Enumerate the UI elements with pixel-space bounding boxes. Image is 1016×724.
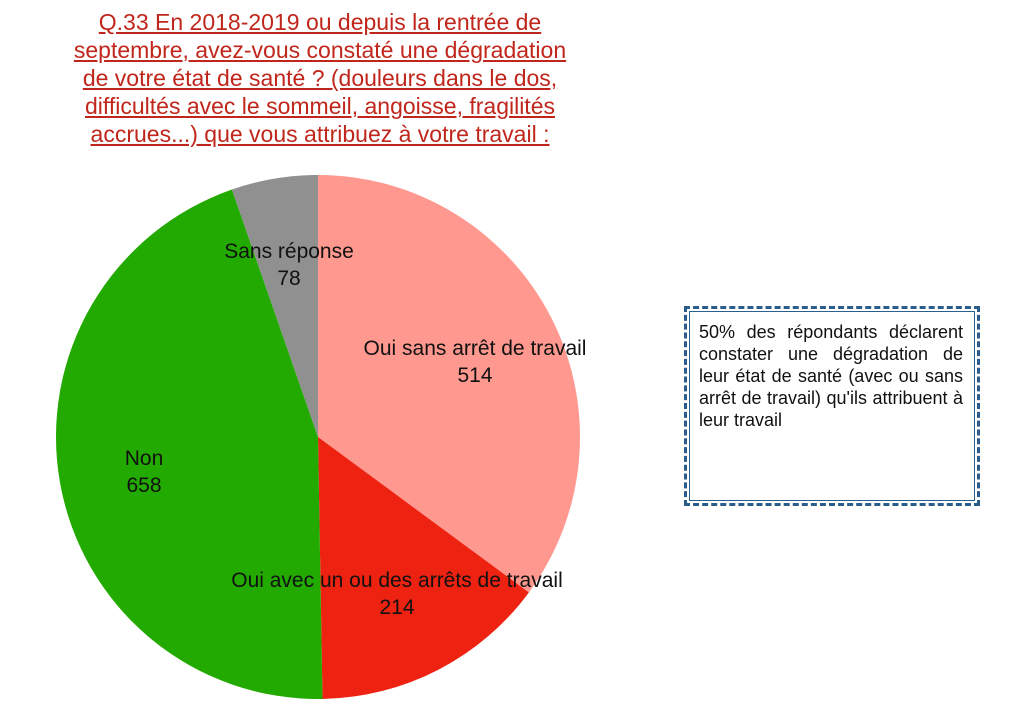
- pie-slice-oui-avec-un-ou-des-arrets-de-travail: [318, 437, 529, 699]
- pie-slice-sans-reponse: [231, 175, 318, 437]
- slice-label-oui-avec-un-ou-des-arrets-de-travail: Oui avec un ou des arrêts de travail: [231, 569, 563, 592]
- slice-value-oui-avec-un-ou-des-arrets-de-travail: 214: [379, 596, 414, 619]
- pie-slice-oui-sans-arret-de-travail: [318, 175, 580, 593]
- title-line: accrues...) que vous attribuez à votre t…: [90, 121, 550, 147]
- pie-slices: [55, 175, 580, 699]
- title-line: septembre, avez-vous constaté une dégrad…: [73, 37, 567, 63]
- chart-title: Q.33 En 2018-2019 ou depuis la rentrée d…: [30, 8, 610, 148]
- summary-note-text: 50% des répondants déclarent constater u…: [699, 322, 963, 430]
- title-line: de votre état de santé ? (douleurs dans …: [82, 65, 558, 91]
- title-line: difficultés avec le sommeil, angoisse, f…: [84, 93, 555, 119]
- slice-value-non: 658: [126, 474, 161, 497]
- slice-value-oui-sans-arret-de-travail: 514: [457, 364, 492, 387]
- slice-label-oui-sans-arret-de-travail: Oui sans arrêt de travail: [364, 337, 587, 360]
- slice-label-non: Non: [125, 447, 164, 470]
- pie-labels: Oui sans arrêt de travail 514 Oui avec un …: [125, 240, 587, 619]
- slice-value-sans-reponse: 78: [277, 267, 300, 290]
- title-line: Q.33 En 2018-2019 ou depuis la rentrée d…: [98, 9, 542, 35]
- summary-note-box: 50% des répondants déclarent constater u…: [684, 306, 980, 506]
- pie-slice-non: [55, 189, 323, 699]
- slice-label-sans-reponse: Sans réponse: [224, 240, 354, 263]
